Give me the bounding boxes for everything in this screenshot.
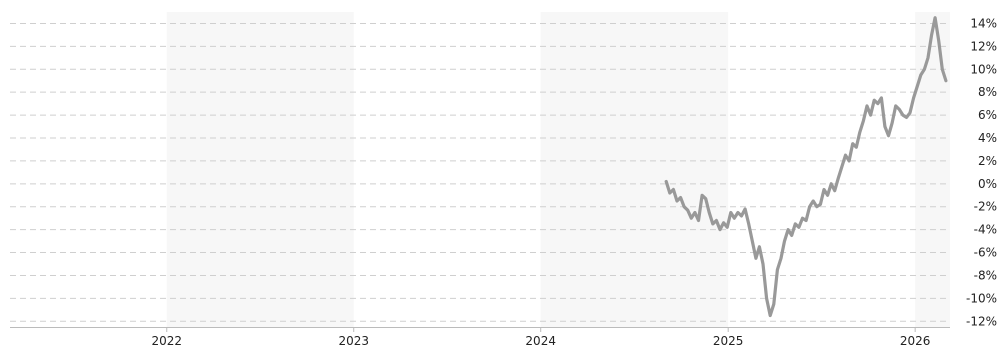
x-tick-label: 2022 — [151, 334, 182, 348]
series-line — [664, 16, 948, 318]
y-tick-label: -12% — [966, 314, 997, 328]
y-tick-label: 12% — [970, 39, 997, 53]
year-band-2024 — [540, 12, 729, 327]
y-tick-label: 8% — [978, 85, 997, 99]
x-tick-labels: 2022 2023 2024 2025 2026 — [151, 327, 930, 348]
x-tick-label: 2024 — [525, 334, 556, 348]
y-tick-labels: 14% 12% 10% 8% 6% 4% 2% 0% -2% -4% -6% -8% -10% -12% — [966, 16, 997, 328]
y-tick-label: 10% — [970, 62, 997, 76]
year-band-2022 — [166, 12, 354, 327]
y-tick-label: -10% — [966, 291, 997, 305]
x-tick-label: 2023 — [338, 334, 369, 348]
y-tick-label: -8% — [974, 268, 997, 282]
y-tick-label: 0% — [978, 177, 997, 191]
year-band-2026 — [915, 12, 950, 327]
y-tick-label: 6% — [978, 108, 997, 122]
x-tick-label: 2026 — [900, 334, 931, 348]
x-tick-label: 2025 — [713, 334, 744, 348]
gridlines — [10, 22, 950, 322]
y-tick-label: -4% — [974, 223, 997, 237]
y-tick-label: -6% — [974, 246, 997, 260]
y-tick-label: 14% — [970, 16, 997, 30]
y-tick-label: 4% — [978, 131, 997, 145]
y-tick-label: -2% — [974, 200, 997, 214]
y-tick-label: 2% — [978, 154, 997, 168]
year-bands — [166, 12, 950, 327]
